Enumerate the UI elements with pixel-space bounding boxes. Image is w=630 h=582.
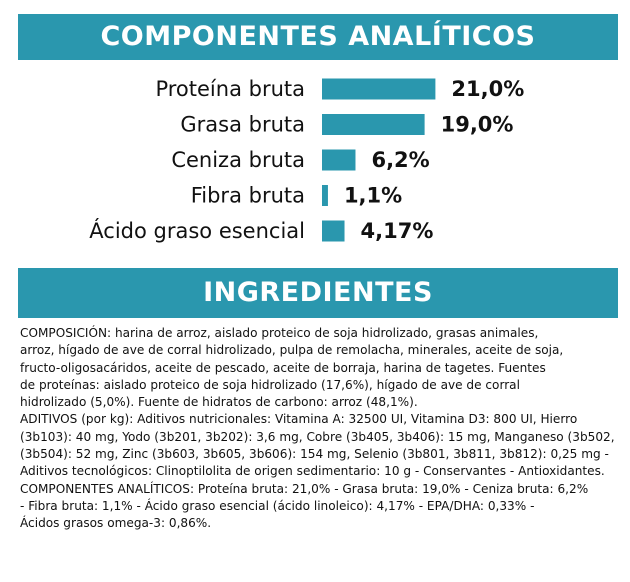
- value-label: 19,0%: [441, 113, 514, 137]
- ingredients-line: Ácidos grasos omega-3: 0,86%.: [20, 516, 212, 531]
- ingredients-line: (3b103): 40 mg, Yodo (3b201, 3b202): 3,6…: [20, 429, 615, 444]
- data-bar: [322, 185, 328, 206]
- data-bar: [322, 114, 425, 135]
- category-label: Grasa bruta: [180, 113, 305, 137]
- ingredients-line: COMPONENTES ANALÍTICOS: Proteína bruta: …: [20, 481, 589, 496]
- data-bar: [322, 149, 356, 171]
- category-label: Ácido graso esencial: [89, 218, 305, 243]
- value-label: 6,2%: [371, 148, 429, 172]
- analytic-bar-chart: Proteína bruta 21,0% Grasa bruta 19,0% Ceniz…: [89, 77, 524, 243]
- value-label: 1,1%: [344, 184, 402, 208]
- ingredients-line: COMPOSICIÓN: harina de arroz, aislado pr…: [20, 326, 539, 340]
- ingredients-line: Aditivos tecnológicos: Clinoptilolita de…: [20, 464, 605, 479]
- ingredients-line: (3b504): 52 mg, Zinc (3b603, 3b605, 3b60…: [20, 447, 609, 462]
- ingredients-line: hidrolizado (5,0%). Fuente de hidratos d…: [20, 395, 418, 410]
- ingredients-line: arroz, hígado de ave de corral hidroliza…: [20, 343, 564, 358]
- ingredients-line: fructo-oligosacáridos, aceite de pescado…: [20, 360, 546, 375]
- section-header-analytic: COMPONENTES ANALÍTICOS: [18, 14, 618, 60]
- category-label: Ceniza bruta: [171, 148, 305, 172]
- data-bar: [322, 78, 436, 100]
- value-label: 21,0%: [451, 77, 524, 101]
- category-label: Proteína bruta: [155, 77, 305, 101]
- data-bar: [322, 220, 345, 242]
- section-header-ingredients: INGREDIENTES: [18, 268, 618, 318]
- value-label: 4,17%: [361, 219, 434, 243]
- ingredients-line: de proteínas: aislado proteico de soja h…: [20, 377, 520, 392]
- ingredients-line: - Fibra bruta: 1,1% - Ácido graso esenci…: [20, 498, 535, 513]
- ingredients-text: COMPOSICIÓN: harina de arroz, aislado pr…: [20, 325, 625, 533]
- ingredients-line: ADITIVOS (por kg): Aditivos nutricionale…: [20, 412, 578, 427]
- category-label: Fibra bruta: [191, 184, 305, 208]
